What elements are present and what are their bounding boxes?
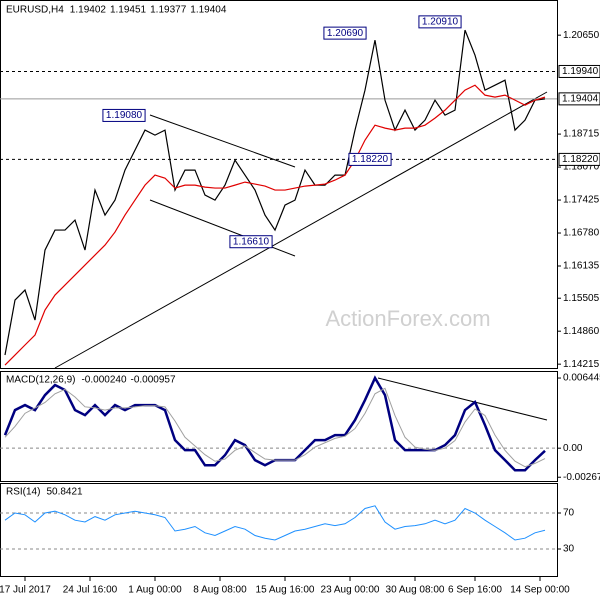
y-tick-label: 1.18070 (563, 162, 600, 173)
x-tick-label: 30 Aug 08:00 (386, 585, 445, 596)
annotation-box (418, 15, 462, 29)
y-tick-label: 30 (563, 544, 575, 555)
y-tick-label: 70 (563, 508, 575, 519)
annotation-box (229, 235, 273, 249)
x-tick-label: 23 Aug 00:00 (321, 585, 380, 596)
series-line (4, 387, 546, 468)
annotation-label: 1.20690 (327, 28, 364, 39)
annotation-label: 1.20910 (422, 17, 459, 28)
x-tick-label: 15 Aug 16:00 (256, 585, 315, 596)
macd-panel (0, 371, 558, 482)
rsi-panel (0, 483, 558, 577)
annotation-label: 1.18220 (352, 154, 389, 165)
annotation-label: 1.19080 (106, 110, 143, 121)
x-tick-label: 6 Sep 16:00 (448, 585, 502, 596)
annotation-box (323, 26, 367, 40)
y-tick-label: 0.006445 (563, 373, 600, 384)
macd-trendline (377, 377, 548, 421)
x-tick-label: 14 Sep 00:00 (510, 585, 570, 596)
series-line (4, 29, 546, 356)
annotation-box (348, 152, 392, 166)
annotation-box (102, 108, 146, 122)
header-value: -0.000957 (131, 375, 176, 386)
y-tick-label: 1.20650 (563, 30, 600, 41)
series-line (4, 84, 546, 366)
x-tick-label: 17 Jul 2017 (0, 585, 51, 596)
level-box (558, 64, 600, 78)
annotation-label: 1.16610 (233, 236, 270, 247)
y-tick-label: 1.18715 (563, 129, 600, 140)
panel-title: RSI(14) (6, 487, 40, 498)
header-value: 1.19451 (110, 5, 147, 16)
panel-title: EURUSD,H4 (6, 5, 64, 16)
price-panel (0, 0, 558, 369)
header-value: -0.000240 (81, 375, 126, 386)
y-tick-label: -0.00267 (563, 472, 600, 483)
y-tick-label: 1.17425 (563, 195, 600, 206)
y-tick-label: 1.16780 (563, 228, 600, 239)
y-tick-label: 0.00 (563, 443, 583, 454)
header-value: 1.19404 (190, 5, 227, 16)
level-label: 1.19404 (562, 94, 599, 105)
channel-line (149, 114, 296, 168)
header-value: 1.19377 (150, 5, 187, 16)
level-box (558, 152, 600, 166)
y-tick-label: 1.14860 (563, 326, 600, 337)
level-label: 1.19940 (562, 66, 599, 77)
y-tick-label: 1.14215 (563, 359, 600, 370)
watermark: ActionForex.com (325, 306, 490, 331)
header-value: 1.19402 (70, 5, 107, 16)
series-line (4, 505, 546, 541)
trendline (54, 91, 548, 369)
x-tick-label: 24 Jul 16:00 (63, 585, 118, 596)
panel-title: MACD(12,26,9) (6, 375, 75, 386)
level-box (558, 92, 600, 106)
header-value: 50.8421 (46, 487, 83, 498)
x-tick-label: 8 Aug 08:00 (193, 585, 247, 596)
y-tick-label: 1.16135 (563, 261, 600, 272)
x-tick-label: 1 Aug 00:00 (128, 585, 182, 596)
y-tick-label: 1.15505 (563, 293, 600, 304)
level-label: 1.18220 (562, 154, 599, 165)
